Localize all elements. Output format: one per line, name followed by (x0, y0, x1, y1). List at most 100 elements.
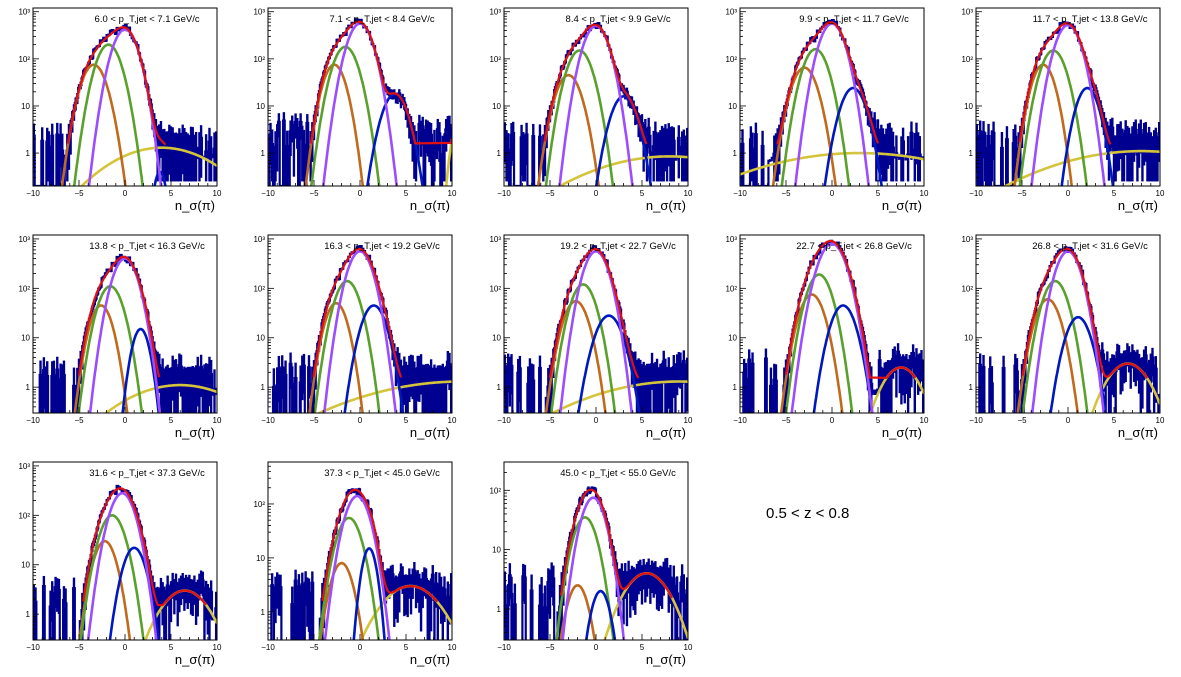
y-tick-label: 10 (964, 334, 973, 343)
y-tick-label: 10² (489, 284, 501, 293)
x-tick-label: −5 (545, 643, 555, 652)
panel-4: −10 −5 0 5 10 1 10 10² 10³ 9.9 < p_T,jet < 11.7 G… (725, 7, 929, 213)
x-tick-label: 10 (213, 189, 222, 198)
y-tick-label: 10² (961, 284, 973, 293)
total-fit-curve (82, 487, 207, 607)
x-tick-label: −10 (969, 189, 983, 198)
total-fit-curve (559, 488, 674, 599)
x-tick-label: −10 (733, 189, 747, 198)
x-tick-label: 5 (876, 189, 881, 198)
x-tick-label: 10 (448, 416, 457, 425)
electron-fit-curve (1060, 86, 1115, 186)
y-tick-label: 1 (497, 383, 502, 392)
total-fit-curve (77, 255, 161, 378)
x-tick-label: 0 (358, 643, 363, 652)
pion-fit-curve (86, 491, 158, 640)
panel-title: 45.0 < p_T,jet < 55.0 GeV/c (560, 468, 676, 479)
panel-title: 7.1 < p_T,jet < 8.4 GeV/c (330, 14, 435, 25)
y-tick-label: 1 (969, 149, 974, 158)
x-axis-label: n_σ(π) (1118, 198, 1158, 213)
x-tick-label: 0 (1066, 189, 1071, 198)
total-fit-curve (548, 247, 640, 379)
x-tick-label: −10 (26, 189, 40, 198)
y-tick-label: 10 (21, 334, 30, 343)
x-tick-label: 5 (404, 416, 409, 425)
y-tick-label: 1 (733, 383, 738, 392)
x-tick-label: 5 (1112, 416, 1117, 425)
x-tick-label: 0 (830, 416, 835, 425)
panel-title: 9.9 < p_T,jet < 11.7 GeV/c (799, 14, 909, 25)
plot-area (33, 484, 217, 640)
x-tick-label: 0 (123, 416, 128, 425)
y-tick-label: 10³ (725, 8, 737, 17)
y-tick-label: 10² (489, 486, 501, 495)
x-tick-label: 10 (1156, 416, 1165, 425)
panel-title: 11.7 < p_T,jet < 13.8 GeV/c (1033, 14, 1148, 25)
panel-title: 6.0 < p_T,jet < 7.1 GeV/c (95, 14, 200, 25)
x-tick-label: 5 (876, 416, 881, 425)
panel-5: −10 −5 0 5 10 1 10 10² 10³ 11.7 < p_T,jet < 13.8 … (961, 7, 1165, 213)
total-fit-curve (312, 247, 403, 378)
x-tick-label: 10 (920, 189, 929, 198)
x-tick-label: 0 (1066, 416, 1071, 425)
x-tick-label: 5 (169, 416, 174, 425)
kaon-fit-curve (544, 49, 615, 186)
x-tick-label: 5 (169, 189, 174, 198)
plot-area (978, 246, 1160, 413)
pion-fit-curve (558, 24, 634, 186)
x-tick-label: 10 (448, 189, 457, 198)
x-tick-label: 5 (640, 643, 645, 652)
x-tick-label: −10 (261, 416, 275, 425)
y-tick-label: 10² (489, 55, 501, 64)
y-tick-label: 10 (492, 334, 501, 343)
x-tick-label: −5 (781, 416, 791, 425)
pion-fit-curve (322, 22, 398, 186)
plot-area (38, 253, 217, 413)
kaon-fit-curve (1018, 49, 1089, 186)
y-tick-label: 10³ (725, 235, 737, 244)
x-tick-label: −10 (497, 643, 511, 652)
background-fit-curve (316, 380, 452, 413)
y-tick-label: 1 (26, 383, 31, 392)
x-tick-label: 10 (684, 643, 693, 652)
kaon-fit-curve (549, 283, 617, 413)
x-tick-label: 0 (594, 416, 599, 425)
x-tick-label: −5 (309, 643, 319, 652)
kaon-fit-curve (79, 513, 145, 640)
background-fit-curve (549, 380, 688, 413)
y-tick-label: 10³ (253, 235, 265, 244)
kaon-fit-curve (313, 279, 381, 413)
y-tick-label: 1 (497, 605, 502, 614)
panel-title: 8.4 < p_T,jet < 9.9 GeV/c (566, 14, 671, 25)
y-tick-label: 10³ (18, 462, 30, 471)
x-tick-label: 5 (169, 643, 174, 652)
background-fit-curve (557, 155, 688, 186)
x-tick-label: 5 (1112, 189, 1117, 198)
x-tick-label: 10 (684, 416, 693, 425)
y-tick-label: 10 (256, 334, 265, 343)
panel-title: 26.8 < p_T,jet < 31.6 GeV/c (1032, 241, 1148, 252)
x-axis-label: n_σ(π) (410, 652, 450, 667)
x-tick-label: −5 (781, 189, 791, 198)
data-histogram (268, 18, 452, 186)
pion-fit-curve (790, 242, 874, 413)
data-histogram (504, 22, 688, 186)
y-tick-label: 1 (261, 149, 266, 158)
kaon-fit-curve (555, 516, 615, 640)
x-tick-label: −5 (74, 643, 84, 652)
x-tick-label: −10 (26, 643, 40, 652)
plot-area (976, 20, 1160, 186)
panel-title: 19.2 < p_T,jet < 22.7 GeV/c (560, 241, 676, 252)
x-tick-label: −5 (309, 189, 319, 198)
y-tick-label: 10 (728, 334, 737, 343)
x-axis-label: n_σ(π) (175, 652, 215, 667)
x-tick-label: 5 (640, 416, 645, 425)
y-tick-label: 10 (492, 102, 501, 111)
x-axis-label: n_σ(π) (410, 425, 450, 440)
panel-8: −10 −5 0 5 10 1 10 10² 10³ 19.2 < p_T,jet < 22.7 … (489, 234, 693, 440)
x-axis-label: n_σ(π) (646, 652, 686, 667)
x-tick-label: 10 (684, 189, 693, 198)
x-tick-label: 0 (358, 189, 363, 198)
y-tick-label: 10² (18, 55, 30, 64)
